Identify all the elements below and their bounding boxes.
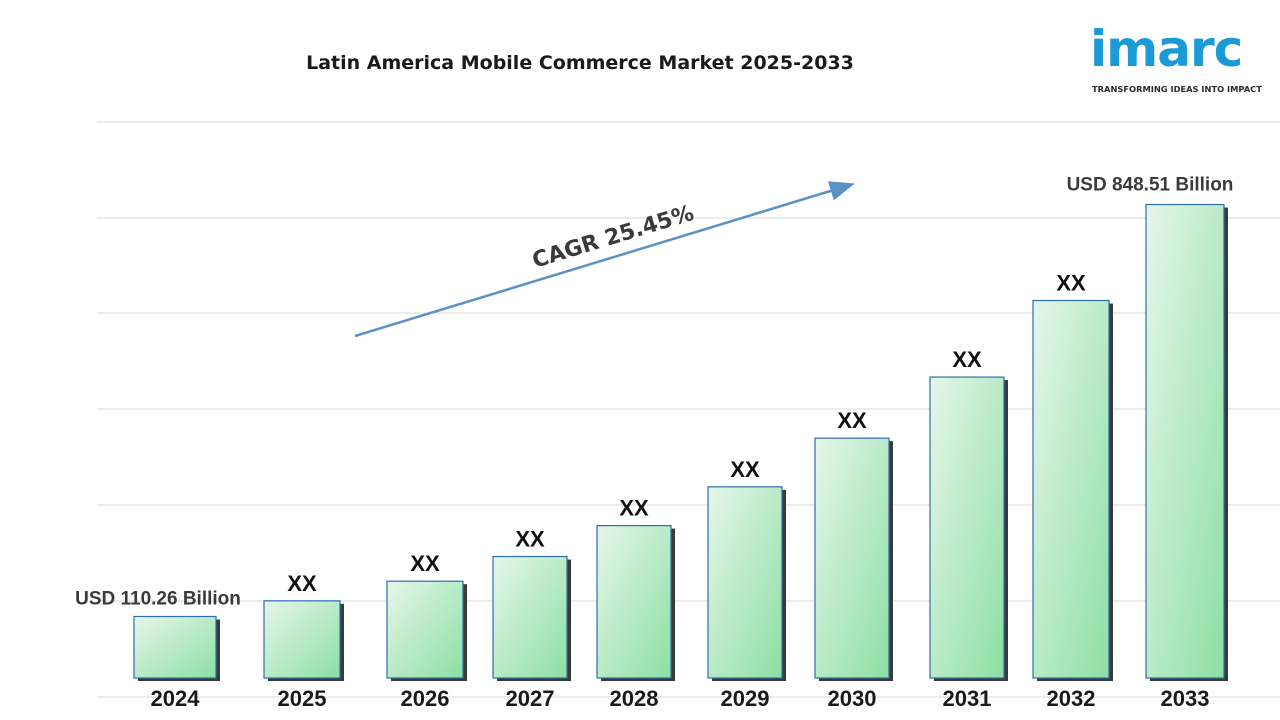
x-tick-label: 2027 (506, 686, 555, 711)
x-tick-label: 2024 (151, 686, 201, 711)
chart-title: Latin America Mobile Commerce Market 202… (306, 52, 854, 74)
bar-2024 (133, 615, 217, 679)
data-label: XX (287, 571, 317, 596)
bar-2033 (1145, 203, 1225, 679)
data-label: XX (515, 527, 545, 552)
x-tick-label: 2029 (721, 686, 770, 711)
x-tick-label: 2030 (828, 686, 877, 711)
cagr-label: CAGR 25.45% (529, 201, 696, 274)
data-label: USD 848.51 Billion (1067, 175, 1234, 196)
bar-2029 (707, 486, 783, 679)
x-tick-label: 2025 (278, 686, 327, 711)
data-label: USD 110.26 Billion (75, 588, 241, 609)
data-label: XX (837, 408, 867, 433)
logo-tagline: TRANSFORMING IDEAS INTO IMPACT (1092, 84, 1262, 94)
data-labels: USD 110.26 Billion XX XX XX XX XX XX XX XX USD 84… (75, 175, 1233, 610)
x-tick-label: 2031 (943, 686, 992, 711)
x-tick-label: 2028 (610, 686, 659, 711)
x-tick-labels: 2024 2025 2026 2027 2028 2029 2030 2031 2032 2033 (151, 686, 1210, 711)
data-label: XX (730, 457, 760, 482)
data-label: XX (619, 496, 649, 521)
bar-2026 (386, 580, 464, 679)
bars (133, 203, 1228, 681)
cagr-arrow (354, 181, 855, 338)
bar-2025 (263, 600, 341, 679)
x-tick-label: 2026 (401, 686, 450, 711)
bar-2028 (596, 525, 672, 679)
imarc-logo: imarc TRANSFORMING IDEAS INTO IMPACT (1086, 14, 1266, 98)
logo-wordmark: imarc (1090, 20, 1243, 78)
data-label: XX (1056, 271, 1086, 296)
bar-2030 (814, 437, 890, 679)
data-label: XX (410, 551, 440, 576)
x-tick-label: 2033 (1161, 686, 1210, 711)
data-label: XX (952, 347, 982, 372)
bar-2031 (929, 376, 1005, 679)
bar-2032 (1032, 299, 1110, 679)
x-tick-label: 2032 (1047, 686, 1096, 711)
bar-2027 (492, 555, 568, 679)
